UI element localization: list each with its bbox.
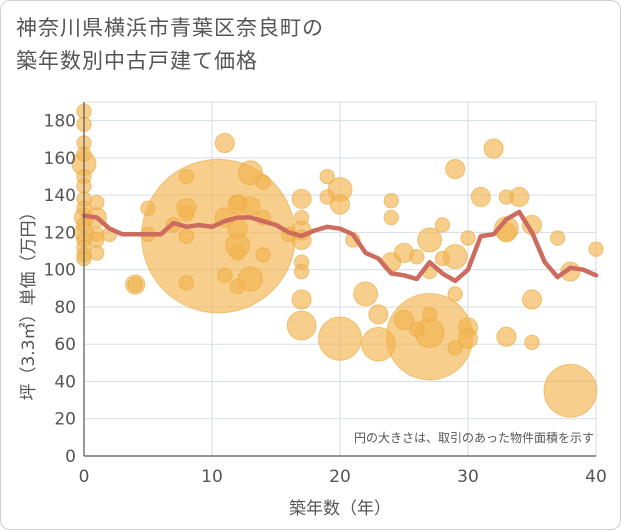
bubble-point: [329, 194, 351, 215]
bubble-point: [127, 276, 143, 293]
y-tick-label-20: 20: [54, 410, 76, 430]
bubble-point: [178, 168, 195, 185]
y-tick-label-120: 120: [44, 223, 76, 243]
x-tick-label-20: 20: [329, 467, 351, 487]
y-tick-label-180: 180: [44, 112, 76, 132]
bubble-point: [317, 316, 363, 361]
bubble-point: [89, 232, 105, 248]
bubble-point: [457, 328, 479, 349]
bubble-point: [445, 158, 466, 180]
bubble-point: [434, 217, 451, 233]
bubble-point: [447, 340, 463, 356]
average-line-series: [81, 209, 599, 284]
bubble-point: [229, 245, 246, 261]
y-tick-label-160: 160: [44, 149, 76, 169]
y-tick-label-100: 100: [44, 261, 76, 281]
y-tick-label-60: 60: [54, 335, 76, 355]
bubble-point: [421, 306, 438, 323]
bubble-point: [255, 174, 271, 190]
bubble-point: [140, 200, 156, 216]
y-tick-label-140: 140: [44, 186, 76, 206]
bubble-point: [361, 326, 396, 362]
bubble-point: [319, 189, 335, 205]
x-tick-label-0: 0: [79, 467, 90, 487]
bubble-point: [383, 193, 399, 209]
bubble-point: [229, 194, 246, 211]
bubble-point: [409, 248, 425, 265]
bubble-point: [588, 241, 604, 257]
bubble-point: [255, 247, 271, 263]
bubble-point: [524, 334, 540, 351]
bubble-point: [521, 289, 543, 310]
x-tick-label-10: 10: [201, 467, 223, 487]
bubble-series: [71, 103, 604, 418]
bubble-point: [214, 132, 235, 154]
bubble-point: [417, 227, 443, 253]
x-tick-label-30: 30: [457, 467, 479, 487]
bubble-point: [227, 218, 248, 239]
bubble-point: [447, 286, 463, 302]
bubble-point: [89, 245, 105, 261]
y-tick-label-40: 40: [54, 372, 76, 392]
axes: 0 20 40 60 80 100 120 140 160 180 0 10 20 30 40: [44, 102, 607, 487]
bubble-point: [549, 230, 566, 246]
bubble-point: [178, 275, 195, 291]
y-axis-label: 坪（3.3㎡）単価（万円）: [19, 203, 39, 400]
bubble-point: [498, 189, 515, 205]
bubble-point: [393, 309, 415, 331]
bubble-point: [483, 138, 504, 159]
bubble-point: [291, 188, 312, 209]
y-tick-label-80: 80: [54, 298, 76, 318]
bubble-point: [383, 209, 399, 226]
bubble-point: [293, 263, 310, 280]
bubble-point: [291, 289, 312, 310]
bubble-point: [496, 326, 517, 347]
bubble-point: [178, 228, 195, 244]
chart-title: 神奈川県横浜市青葉区奈良町の 築年数別中古戸建て価格: [16, 16, 324, 73]
x-axis-label: 築年数（年）: [289, 499, 391, 519]
y-tick-label-0: 0: [65, 447, 76, 467]
bubble-point: [141, 158, 296, 314]
bubble-point: [353, 281, 379, 307]
bubble-point: [470, 186, 491, 208]
average-price-line: [81, 209, 599, 284]
bubble-point: [368, 304, 389, 325]
bubble-point: [286, 310, 317, 341]
bubble-point: [178, 206, 195, 222]
bubble-point: [217, 267, 233, 283]
x-tick-label-40: 40: [585, 467, 607, 487]
size-legend-note: 円の大きさは、取引のあった物件面積を示す: [354, 430, 594, 445]
bubble-point: [460, 230, 476, 246]
bubble-point: [229, 278, 246, 295]
bubble-point: [319, 168, 335, 185]
bubble-point: [543, 363, 598, 418]
bubble-point: [409, 321, 425, 338]
bubble-point: [89, 194, 105, 211]
bubble-point: [434, 250, 451, 267]
bubble-point: [293, 209, 310, 226]
